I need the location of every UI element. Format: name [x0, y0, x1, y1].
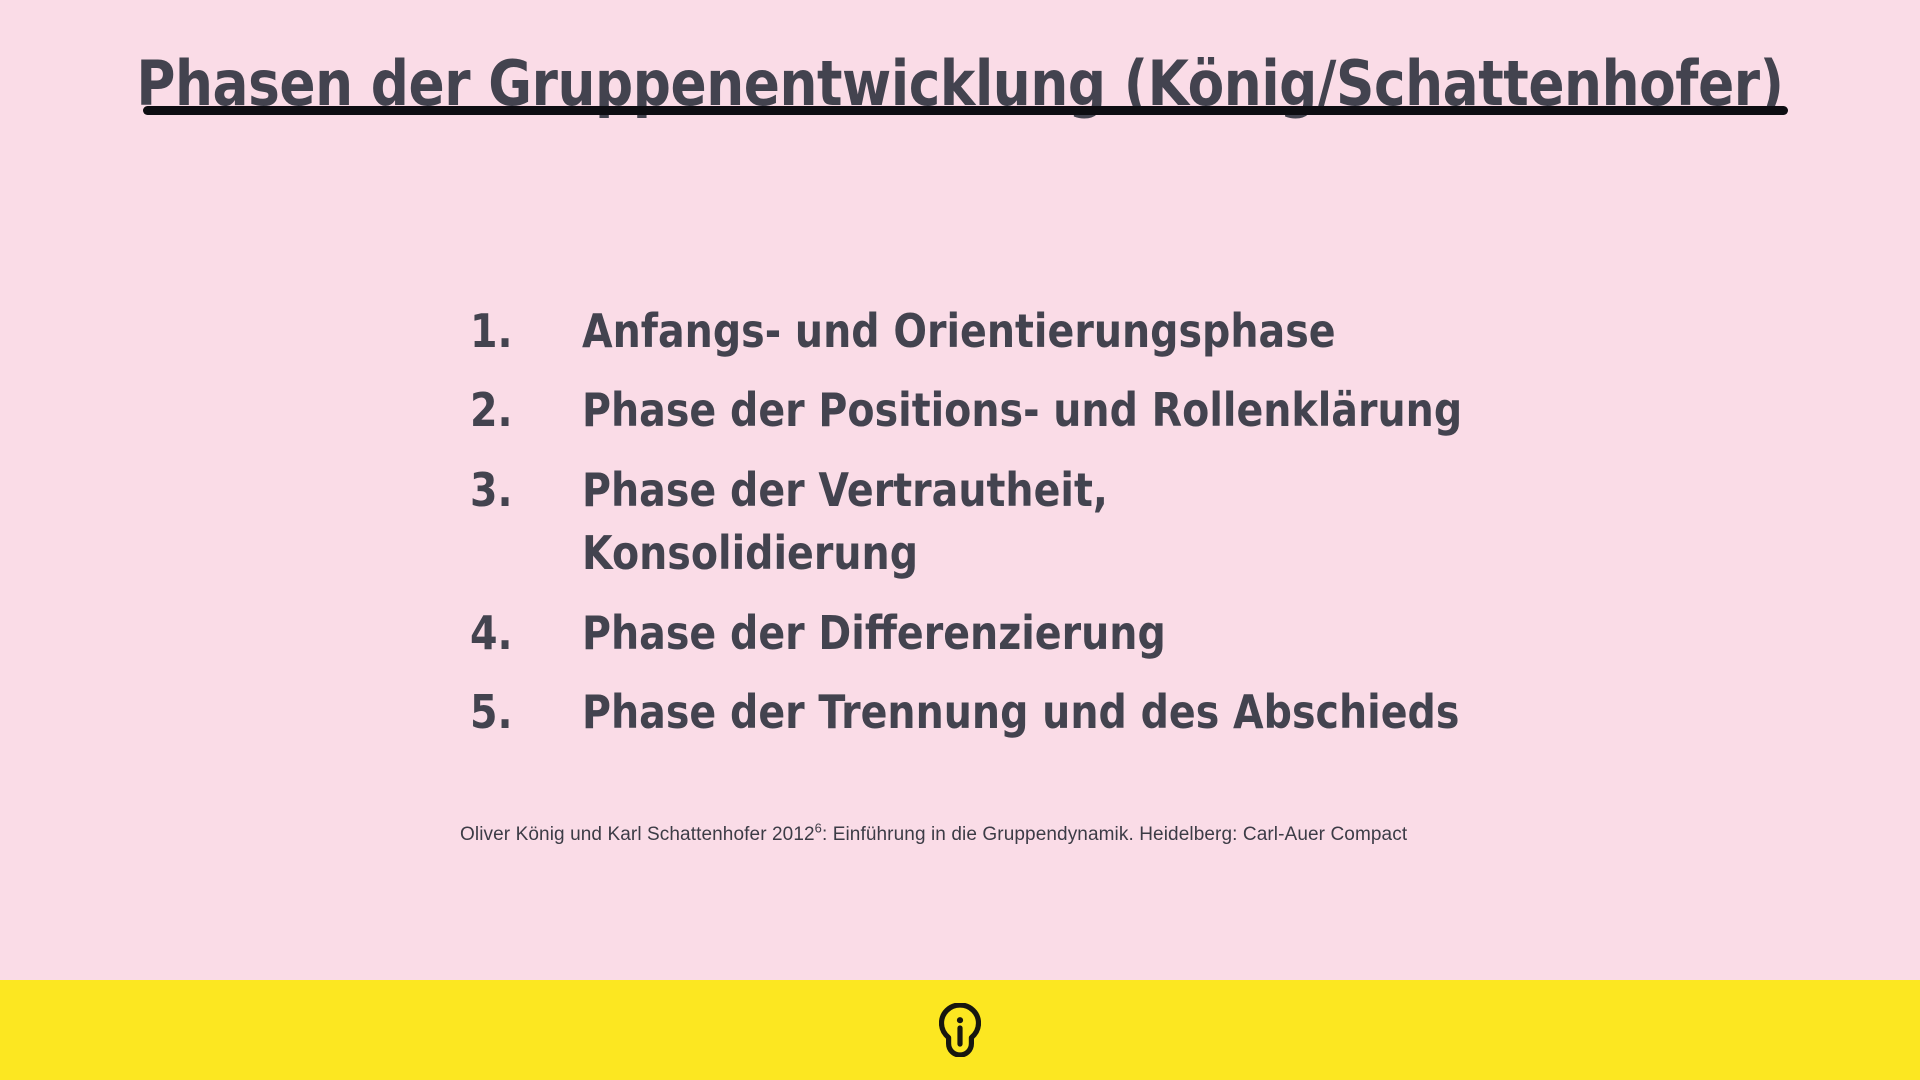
source-citation: Oliver König und Karl Schattenhofer 2012…	[460, 822, 1560, 849]
list-item-number: 5.	[470, 685, 513, 740]
list-item-label: Phase der Vertrautheit, Konsolidierung	[582, 462, 1108, 581]
list-item: 3. Phase der Vertrautheit, Konsolidierun…	[470, 459, 1690, 586]
footer-bar	[0, 980, 1920, 1080]
list-item-label: Phase der Trennung und des Abschieds	[582, 685, 1460, 740]
list-item-label: Phase der Positions- und Rollenklärung	[582, 383, 1463, 438]
list-item-number: 2.	[470, 383, 513, 438]
citation-text-before: Oliver König und Karl Schattenhofer 2012	[460, 824, 815, 845]
lightbulb-info-logo-icon	[939, 1003, 981, 1057]
list-item: 4. Phase der Differenzierung	[470, 602, 1690, 665]
phase-list: 1. Anfangs- und Orientierungsphase 2. Ph…	[470, 300, 1690, 761]
citation-text-after: : Einführung in die Gruppendynamik. Heid…	[821, 824, 1408, 845]
list-item-label: Phase der Differenzierung	[582, 605, 1166, 660]
list-item-number: 3.	[470, 462, 513, 517]
list-item-label: Anfangs- und Orientierungsphase	[582, 304, 1336, 358]
list-item: 5. Phase der Trennung und des Abschieds	[470, 681, 1690, 744]
citation-edition-superscript: 6	[814, 820, 822, 836]
title-underline-rule	[143, 106, 1788, 115]
list-item-number: 4.	[470, 605, 513, 660]
list-item: 1. Anfangs- und Orientierungsphase	[470, 300, 1690, 363]
list-item: 2. Phase der Positions- und Rollenklärun…	[470, 379, 1690, 442]
list-item-number: 1.	[470, 304, 513, 358]
